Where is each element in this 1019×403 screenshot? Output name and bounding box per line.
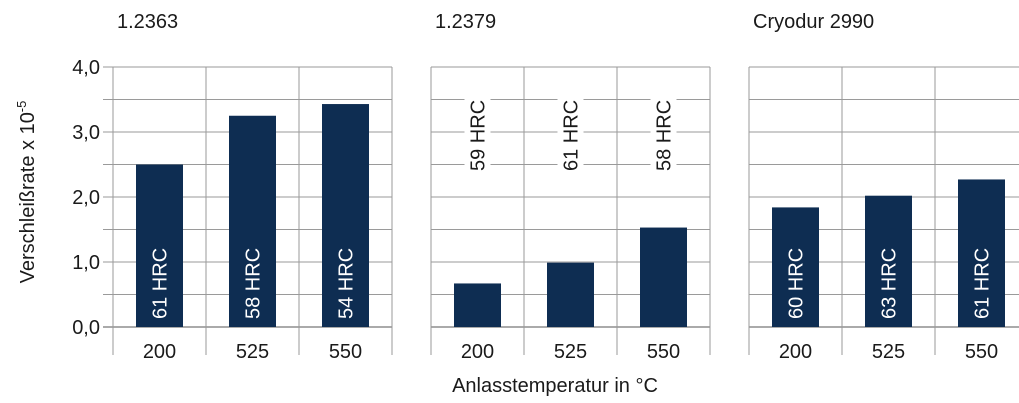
- bar: [640, 227, 687, 327]
- panel-title: 1.2379: [435, 11, 496, 33]
- data-label: 61 HRC: [150, 248, 172, 319]
- x-tick-label: 525: [872, 341, 905, 363]
- x-tick-label: 200: [779, 341, 812, 363]
- panel-title: 1.2363: [117, 11, 178, 33]
- y-tick-label: 4,0: [72, 57, 100, 79]
- panel-title: Cryodur 2990: [753, 11, 874, 33]
- bar: [772, 207, 819, 327]
- data-label: 54 HRC: [336, 248, 358, 319]
- bar: [547, 262, 594, 327]
- data-label: 58 HRC: [654, 100, 676, 171]
- bar: [865, 195, 912, 327]
- data-label: 59 HRC: [468, 100, 490, 171]
- x-tick-label: 550: [965, 341, 998, 363]
- y-axis-label: Verschleißrate x 10-5: [14, 101, 39, 284]
- y-tick-label: 3,0: [72, 122, 100, 144]
- x-axis-label: Anlasstemperatur in °C: [452, 375, 658, 397]
- panel-2: 1.2379 200 59 HRC 525 61 HRC 550 58 HRC: [430, 11, 711, 363]
- panel-3: Cryodur 2990 200 60 HRC 525 63 HRC 550 61 HRC: [748, 11, 1019, 363]
- x-tick-label: 525: [236, 341, 269, 363]
- data-label: 58 HRC: [243, 248, 265, 319]
- y-tick-label: 2,0: [72, 187, 100, 209]
- bar: [454, 283, 501, 327]
- x-tick-label: 550: [329, 341, 362, 363]
- x-tick-label: 200: [461, 341, 494, 363]
- x-tick-label: 550: [647, 341, 680, 363]
- x-tick-label: 200: [143, 341, 176, 363]
- bar: [229, 115, 276, 327]
- bar: [958, 179, 1005, 327]
- data-label: 60 HRC: [786, 248, 808, 319]
- data-label-background: [650, 83, 677, 175]
- data-label-background: [557, 83, 584, 175]
- data-label: 61 HRC: [561, 100, 583, 171]
- bar: [136, 164, 183, 327]
- x-tick-label: 525: [554, 341, 587, 363]
- panel-1: 1.2363 200 61 HRC 525 58 HRC 550 54 HRC: [103, 11, 393, 363]
- bar: [322, 104, 369, 327]
- y-tick-label: 1,0: [72, 252, 100, 274]
- y-axis-label-text: Verschleißrate x 10: [17, 112, 39, 283]
- y-tick-label: 0,0: [72, 317, 100, 339]
- data-label: 63 HRC: [879, 248, 901, 319]
- data-label: 61 HRC: [972, 248, 994, 319]
- y-axis-label-exponent: -5: [14, 101, 29, 113]
- data-label-background: [464, 83, 491, 175]
